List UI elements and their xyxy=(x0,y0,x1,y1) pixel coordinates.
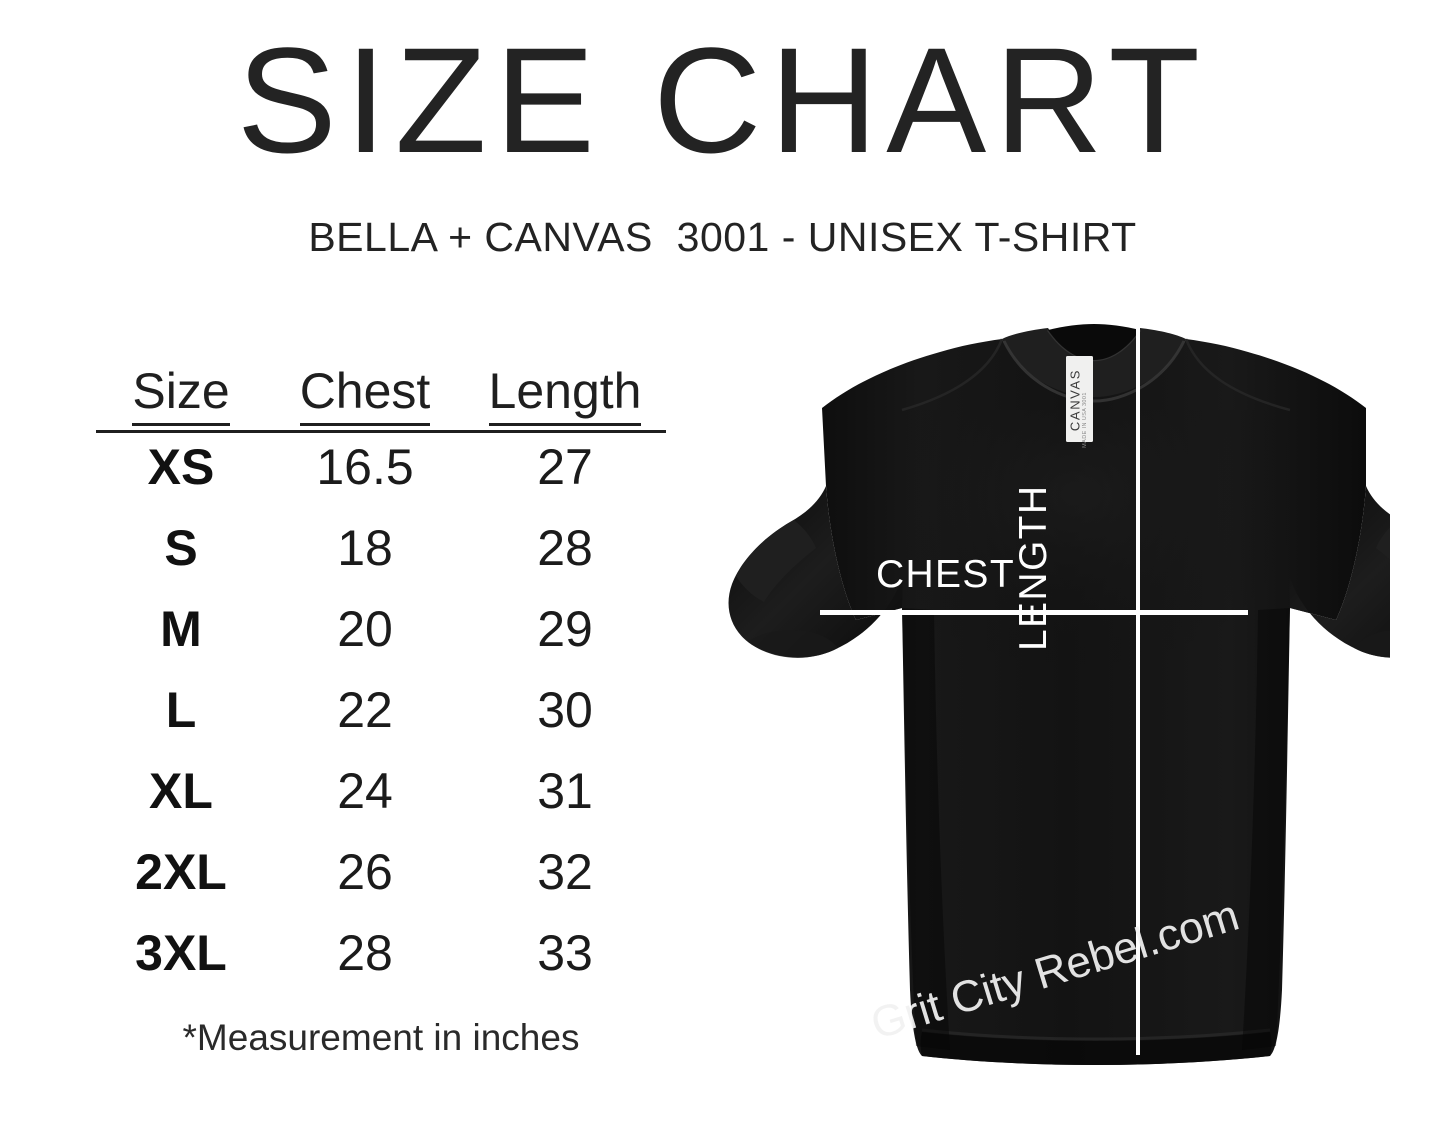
svg-text:CANVAS: CANVAS xyxy=(1068,369,1083,431)
column-header-chest: Chest xyxy=(266,362,464,433)
cell-size: 3XL xyxy=(135,925,227,981)
cell-chest: 28 xyxy=(337,925,393,981)
cell-size: 2XL xyxy=(135,844,227,900)
cell-length: 27 xyxy=(537,439,593,495)
cell-length: 28 xyxy=(537,520,593,576)
svg-text:MADE IN USA 3001: MADE IN USA 3001 xyxy=(1082,392,1088,448)
cell-size: L xyxy=(165,682,197,738)
cell-size: XS xyxy=(147,439,215,495)
cell-chest: 20 xyxy=(337,601,393,657)
cell-size: S xyxy=(164,520,198,576)
table-header-row: Size Chest Length xyxy=(96,362,666,438)
cell-size: M xyxy=(160,601,202,657)
chest-measurement-label: CHEST xyxy=(876,553,1016,596)
cell-size: XL xyxy=(149,763,213,819)
table-row: L 22 30 xyxy=(96,681,666,762)
page-title: SIZE CHART xyxy=(236,16,1209,184)
cell-chest: 18 xyxy=(337,520,393,576)
measurement-footnote: *Measurement in inches xyxy=(182,1017,580,1058)
cell-chest: 16.5 xyxy=(316,439,414,495)
table-row: XS 16.5 27 xyxy=(96,438,666,519)
page-subtitle: BELLA + CANVAS 3001 - UNISEX T-SHIRT xyxy=(308,214,1137,260)
table-row: XL 24 31 xyxy=(96,762,666,843)
table-row: M 20 29 xyxy=(96,600,666,681)
chest-measurement-line xyxy=(820,610,1248,615)
table-row: S 18 28 xyxy=(96,519,666,600)
length-measurement-line xyxy=(1136,327,1140,1055)
size-table: Size Chest Length XS 16.5 27 S 18 28 M 2… xyxy=(96,362,666,1005)
table-row: 2XL 26 32 xyxy=(96,843,666,924)
cell-chest: 22 xyxy=(337,682,393,738)
length-measurement-label: LENGTH xyxy=(1012,484,1055,651)
table-row: 3XL 28 33 xyxy=(96,924,666,1005)
cell-chest: 24 xyxy=(337,763,393,819)
cell-length: 30 xyxy=(537,682,593,738)
cell-chest: 26 xyxy=(337,844,393,900)
column-header-size: Size xyxy=(96,362,266,433)
column-header-length: Length xyxy=(464,362,666,433)
cell-length: 31 xyxy=(537,763,593,819)
cell-length: 33 xyxy=(537,925,593,981)
cell-length: 29 xyxy=(537,601,593,657)
cell-length: 32 xyxy=(537,844,593,900)
tshirt-photo: CANVAS MADE IN USA 3001 xyxy=(690,290,1390,1080)
